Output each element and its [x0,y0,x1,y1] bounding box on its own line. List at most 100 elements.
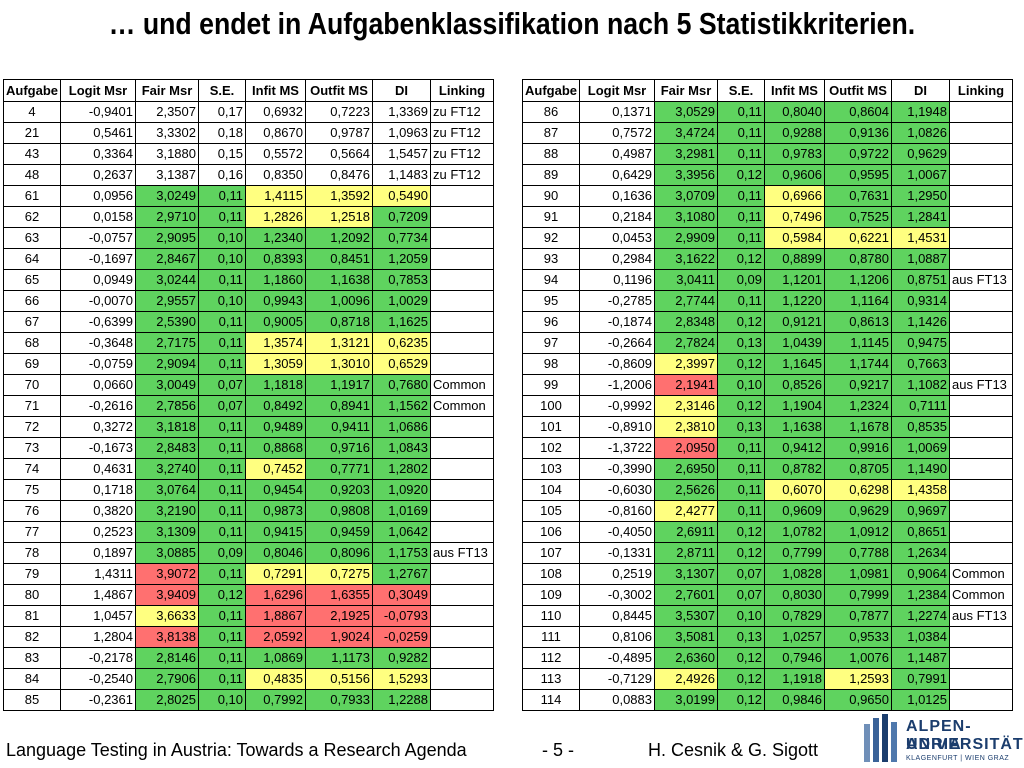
cell-di: 1,1483 [372,164,431,186]
cell-outfit-ms: 0,8476 [305,164,373,186]
cell-infit-ms: 1,2340 [245,227,306,249]
cell-logit-msr: 1,4867 [60,584,136,606]
table-row: 85 -0,2361 2,8025 0,10 0,7992 0,7933 1,2288 [3,689,494,711]
cell-linking [949,227,1013,249]
cell-fair-msr: 3,0885 [135,542,199,564]
cell-logit-msr: -0,1673 [60,437,136,459]
cell-fair-msr: 3,1307 [654,563,718,585]
cell-infit-ms: 1,3059 [245,353,306,375]
cell-outfit-ms: 0,9203 [305,479,373,501]
cell-infit-ms: 1,0257 [764,626,825,648]
cell-fair-msr: 2,3810 [654,416,718,438]
table-row: 92 0,0453 2,9909 0,11 0,5984 0,6221 1,4531 [522,227,1013,249]
cell-se: 0,12 [717,689,765,711]
cell-aufgabe: 87 [522,122,580,144]
table-row: 113 -0,7129 2,4926 0,12 1,1918 1,2593 0,7991 [522,668,1013,690]
cell-di: 1,4358 [891,479,950,501]
cell-outfit-ms: 1,3592 [305,185,373,207]
cell-logit-msr: -0,1697 [60,248,136,270]
cell-di: 1,0887 [891,248,950,270]
cell-outfit-ms: 1,1173 [305,647,373,669]
cell-infit-ms: 1,1220 [764,290,825,312]
cell-fair-msr: 2,7856 [135,395,199,417]
cell-fair-msr: 2,4926 [654,668,718,690]
cell-outfit-ms: 1,1164 [824,290,892,312]
table-row: 64 -0,1697 2,8467 0,10 0,8393 0,8451 1,2059 [3,248,494,270]
cell-di: 0,7680 [372,374,431,396]
table-row: 98 -0,8609 2,3997 0,12 1,1645 1,1744 0,7663 [522,353,1013,375]
cell-logit-msr: -0,2785 [579,290,655,312]
table-row: 21 0,5461 3,3302 0,18 0,8670 0,9787 1,0963 zu F… [3,122,494,144]
header-outfit-ms: Outfit MS [305,79,373,102]
cell-aufgabe: 72 [3,416,61,438]
cell-infit-ms: 1,1818 [245,374,306,396]
cell-linking [949,437,1013,459]
table-row: 62 0,0158 2,9710 0,11 1,2826 1,2518 0,7209 [3,206,494,228]
cell-outfit-ms: 0,8613 [824,311,892,333]
cell-aufgabe: 71 [3,395,61,417]
header-di: DI [372,79,431,102]
cell-se: 0,11 [198,500,246,522]
header-row: Aufgabe Logit Msr Fair Msr S.E. Infit MS… [3,79,494,102]
cell-di: 1,0963 [372,122,431,144]
cell-se: 0,11 [198,311,246,333]
cell-outfit-ms: 0,9787 [305,122,373,144]
cell-logit-msr: -0,4895 [579,647,655,669]
cell-linking [430,458,494,480]
logo-line-1: ALPEN-ADRIA [906,718,972,753]
cell-aufgabe: 79 [3,563,61,585]
cell-logit-msr: -0,1874 [579,311,655,333]
table-row: 101 -0,8910 2,3810 0,13 1,1638 1,1678 0,8535 [522,416,1013,438]
cell-aufgabe: 86 [522,101,580,123]
cell-linking [949,353,1013,375]
cell-logit-msr: -0,6399 [60,311,136,333]
cell-se: 0,11 [717,479,765,501]
cell-se: 0,13 [717,626,765,648]
cell-infit-ms: 1,3574 [245,332,306,354]
cell-di: 0,6529 [372,353,431,375]
cell-outfit-ms: 1,1638 [305,269,373,291]
cell-linking: Common [430,374,494,396]
cell-se: 0,07 [198,374,246,396]
cell-infit-ms: 0,7799 [764,542,825,564]
cell-outfit-ms: 1,2593 [824,668,892,690]
cell-linking [430,353,494,375]
cell-outfit-ms: 0,7999 [824,584,892,606]
cell-fair-msr: 3,0049 [135,374,199,396]
cell-fair-msr: 2,8483 [135,437,199,459]
logo-line-2: UNIVERSITÄT [906,736,1024,753]
cell-logit-msr: 0,0956 [60,185,136,207]
cell-outfit-ms: 1,1917 [305,374,373,396]
cell-se: 0,12 [717,668,765,690]
cell-fair-msr: 3,9409 [135,584,199,606]
cell-fair-msr: 2,7744 [654,290,718,312]
cell-di: 0,9282 [372,647,431,669]
cell-di: 0,5490 [372,185,431,207]
cell-outfit-ms: 0,8941 [305,395,373,417]
cell-linking [949,290,1013,312]
results-table-left: Aufgabe Logit Msr Fair Msr S.E. Infit MS… [3,79,494,711]
cell-linking [430,290,494,312]
cell-se: 0,10 [198,290,246,312]
cell-aufgabe: 95 [522,290,580,312]
cell-se: 0,11 [717,500,765,522]
cell-linking [430,206,494,228]
cell-fair-msr: 2,9094 [135,353,199,375]
table-row: 69 -0,0759 2,9094 0,11 1,3059 1,3010 0,6529 [3,353,494,375]
table-row: 78 0,1897 3,0885 0,09 0,8046 0,8096 1,1753 aus … [3,542,494,564]
cell-se: 0,11 [198,563,246,585]
cell-linking: Common [430,395,494,417]
cell-fair-msr: 2,8025 [135,689,199,711]
cell-infit-ms: 0,7829 [764,605,825,627]
cell-logit-msr: -0,7129 [579,668,655,690]
cell-aufgabe: 97 [522,332,580,354]
cell-fair-msr: 3,0199 [654,689,718,711]
cell-fair-msr: 3,1880 [135,143,199,165]
cell-se: 0,11 [198,353,246,375]
cell-outfit-ms: 1,1206 [824,269,892,291]
cell-infit-ms: 0,9783 [764,143,825,165]
cell-linking [949,248,1013,270]
cell-linking [430,269,494,291]
cell-se: 0,10 [198,248,246,270]
cell-infit-ms: 0,7496 [764,206,825,228]
